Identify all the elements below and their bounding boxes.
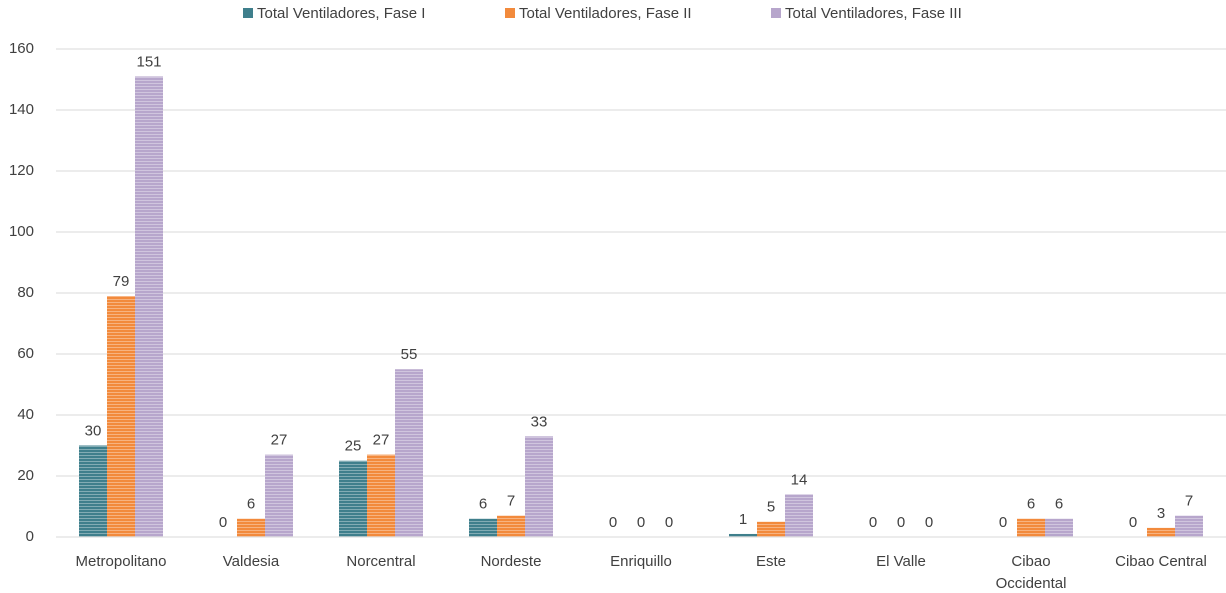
legend-swatch [243,8,253,18]
bar [339,460,367,537]
y-tick-label: 100 [9,223,34,240]
x-tick-label: Norcentral [346,553,416,570]
data-label: 55 [401,346,418,363]
data-label: 0 [219,514,227,531]
data-label: 7 [507,493,515,510]
data-label: 5 [767,499,775,516]
bar [525,436,553,537]
legend-label: Total Ventiladores, Fase III [785,5,962,22]
data-label: 6 [247,496,255,513]
data-label: 79 [113,273,130,290]
x-tick-label: Cibao Central [1115,553,1207,570]
data-label: 0 [897,514,905,531]
bar [785,494,813,537]
data-label: 3 [1157,505,1165,522]
x-tick-label: El Valle [876,553,926,570]
bar [1147,527,1175,537]
x-tick-label: Cibao Occidental [995,553,1067,592]
data-label: 0 [637,514,645,531]
data-label: 6 [1055,496,1063,513]
x-tick-label: Metropolitano [75,553,167,570]
data-label: 0 [1129,514,1137,531]
bar [469,518,497,537]
bar [1175,515,1203,537]
bar [367,454,395,537]
data-label: 7 [1185,493,1193,510]
data-label: 30 [85,422,102,439]
x-tick-label: Nordeste [480,553,542,570]
data-label: 14 [791,471,808,488]
bar [757,521,785,537]
legend-swatch [505,8,515,18]
data-label: 0 [925,514,933,531]
legend-label: Total Ventiladores, Fase II [519,5,692,22]
data-label: 0 [999,514,1007,531]
bar [1045,518,1073,537]
bar [265,454,293,537]
bar [729,533,757,537]
y-tick-label: 0 [26,528,34,545]
data-label: 0 [609,514,617,531]
bar [237,518,265,537]
y-tick-label: 20 [17,467,34,484]
data-label: 6 [479,496,487,513]
y-tick-label: 120 [9,162,34,179]
data-label: 0 [869,514,877,531]
data-label: 25 [345,438,362,455]
x-tick-label: Enriquillo [610,553,672,570]
bar [79,445,107,537]
legend-swatch [771,8,781,18]
bar [395,369,423,537]
y-tick-label: 60 [17,345,34,362]
y-tick-label: 140 [9,101,34,118]
y-tick-label: 80 [17,284,34,301]
bar [497,515,525,537]
data-label: 27 [373,432,390,449]
legend-label: Total Ventiladores, Fase I [257,5,425,22]
data-label: 27 [271,432,288,449]
bar [1017,518,1045,537]
data-label: 6 [1027,496,1035,513]
data-label: 0 [665,514,673,531]
data-label: 1 [739,511,747,528]
x-tick-label: Este [755,553,786,570]
y-tick-label: 160 [9,40,34,57]
y-tick-label: 40 [17,406,34,423]
bar [107,296,135,537]
bar [135,76,163,537]
x-tick-label: Valdesia [222,553,280,570]
data-label: 151 [136,53,161,70]
data-label: 33 [531,413,548,430]
